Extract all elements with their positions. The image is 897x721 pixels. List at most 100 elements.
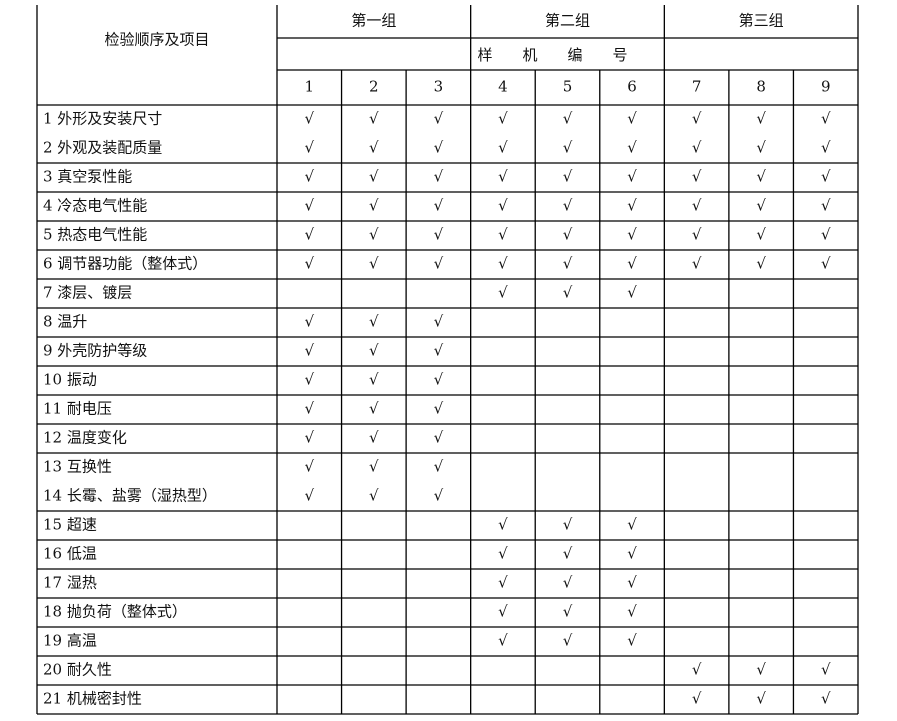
- check-mark: √: [821, 168, 831, 186]
- column-number: 6: [627, 78, 637, 96]
- check-mark: √: [434, 197, 444, 215]
- column-number: 5: [563, 78, 573, 96]
- check-mark: √: [627, 574, 637, 592]
- check-mark: √: [304, 168, 314, 186]
- check-mark: √: [692, 661, 702, 679]
- check-mark: √: [821, 110, 831, 128]
- check-mark: √: [304, 197, 314, 215]
- check-mark: √: [369, 197, 379, 215]
- check-mark: √: [821, 690, 831, 708]
- check-mark: √: [627, 603, 637, 621]
- check-mark: √: [563, 545, 573, 563]
- check-mark: √: [498, 574, 508, 592]
- check-mark: √: [627, 516, 637, 534]
- check-mark: √: [563, 139, 573, 157]
- check-mark: √: [369, 139, 379, 157]
- item-label: 5 热态电气性能: [43, 226, 147, 244]
- check-mark: √: [692, 139, 702, 157]
- check-mark: √: [498, 139, 508, 157]
- check-mark: √: [563, 632, 573, 650]
- check-mark: √: [692, 197, 702, 215]
- item-label: 15 超速: [43, 516, 97, 534]
- check-mark: √: [498, 603, 508, 621]
- item-label: 20 耐久性: [43, 661, 112, 679]
- check-mark: √: [434, 139, 444, 157]
- check-mark: √: [498, 168, 508, 186]
- column-number: 1: [305, 78, 315, 96]
- check-mark: √: [498, 255, 508, 273]
- column-number: 4: [498, 78, 508, 96]
- column-number: 7: [692, 78, 702, 96]
- item-label: 8 温升: [43, 313, 87, 331]
- item-label: 13 互换性: [43, 458, 112, 476]
- check-mark: √: [369, 110, 379, 128]
- check-mark: √: [369, 342, 379, 360]
- check-mark: √: [369, 168, 379, 186]
- check-mark: √: [304, 342, 314, 360]
- check-mark: √: [304, 487, 314, 505]
- check-mark: √: [498, 284, 508, 302]
- check-mark: √: [369, 487, 379, 505]
- item-label: 6 调节器功能（整体式）: [43, 255, 207, 273]
- check-mark: √: [627, 255, 637, 273]
- item-label: 10 振动: [43, 371, 97, 389]
- check-mark: √: [304, 458, 314, 476]
- check-mark: √: [563, 284, 573, 302]
- check-mark: √: [627, 197, 637, 215]
- check-mark: √: [304, 400, 314, 418]
- check-mark: √: [369, 313, 379, 331]
- item-label: 3 真空泵性能: [43, 168, 132, 186]
- column-number: 3: [434, 78, 444, 96]
- check-mark: √: [304, 110, 314, 128]
- check-mark: √: [692, 110, 702, 128]
- check-mark: √: [498, 197, 508, 215]
- column-number: 2: [369, 78, 379, 96]
- item-label: 4 冷态电气性能: [43, 197, 147, 215]
- check-mark: √: [369, 400, 379, 418]
- item-label: 14 长霉、盐雾（湿热型）: [43, 487, 217, 505]
- check-mark: √: [304, 371, 314, 389]
- check-mark: √: [627, 226, 637, 244]
- check-mark: √: [821, 226, 831, 244]
- check-mark: √: [563, 110, 573, 128]
- check-mark: √: [434, 168, 444, 186]
- check-mark: √: [369, 458, 379, 476]
- item-label: 1 外形及安装尺寸: [43, 110, 162, 128]
- item-label: 18 抛负荷（整体式）: [43, 603, 187, 621]
- check-mark: √: [563, 603, 573, 621]
- check-mark: √: [627, 632, 637, 650]
- check-mark: √: [821, 661, 831, 679]
- check-mark: √: [756, 168, 766, 186]
- column-number: 9: [821, 78, 831, 96]
- check-mark: √: [563, 516, 573, 534]
- check-mark: √: [369, 429, 379, 447]
- check-mark: √: [627, 284, 637, 302]
- check-mark: √: [498, 516, 508, 534]
- check-mark: √: [563, 197, 573, 215]
- column-number: 8: [756, 78, 766, 96]
- check-mark: √: [498, 226, 508, 244]
- check-mark: √: [434, 429, 444, 447]
- check-mark: √: [821, 197, 831, 215]
- check-mark: √: [563, 574, 573, 592]
- group-header: 第二组: [545, 12, 590, 30]
- check-mark: √: [434, 342, 444, 360]
- check-mark: √: [498, 632, 508, 650]
- check-mark: √: [498, 545, 508, 563]
- check-mark: √: [304, 429, 314, 447]
- check-mark: √: [434, 226, 444, 244]
- check-mark: √: [434, 110, 444, 128]
- check-mark: √: [304, 139, 314, 157]
- group-header: 第三组: [739, 12, 784, 30]
- item-label: 11 耐电压: [43, 400, 112, 418]
- check-mark: √: [627, 168, 637, 186]
- item-label: 21 机械密封性: [43, 690, 142, 708]
- item-label: 2 外观及装配质量: [43, 139, 162, 157]
- check-mark: √: [369, 226, 379, 244]
- check-mark: √: [756, 110, 766, 128]
- check-mark: √: [756, 661, 766, 679]
- item-label: 9 外壳防护等级: [43, 342, 147, 360]
- check-mark: √: [627, 139, 637, 157]
- check-mark: √: [692, 255, 702, 273]
- check-mark: √: [756, 255, 766, 273]
